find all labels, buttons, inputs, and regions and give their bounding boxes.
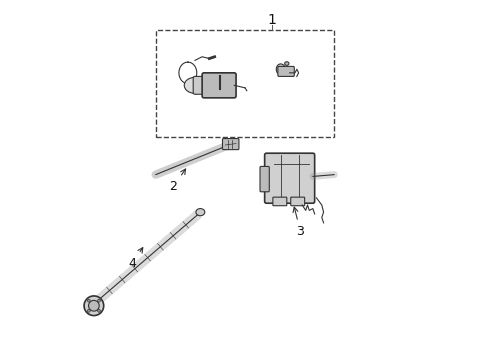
FancyBboxPatch shape xyxy=(278,66,294,76)
FancyBboxPatch shape xyxy=(222,139,239,150)
Circle shape xyxy=(98,309,100,312)
Circle shape xyxy=(98,299,100,302)
FancyBboxPatch shape xyxy=(291,197,305,206)
Text: 1: 1 xyxy=(268,13,276,27)
Ellipse shape xyxy=(196,208,205,216)
FancyBboxPatch shape xyxy=(202,73,236,98)
Ellipse shape xyxy=(285,62,289,65)
Circle shape xyxy=(87,309,90,312)
Ellipse shape xyxy=(184,77,206,93)
Text: 3: 3 xyxy=(293,207,304,238)
FancyBboxPatch shape xyxy=(265,153,315,203)
Text: 4: 4 xyxy=(128,248,143,270)
FancyBboxPatch shape xyxy=(193,76,222,94)
FancyBboxPatch shape xyxy=(273,197,287,206)
FancyBboxPatch shape xyxy=(260,166,270,192)
Ellipse shape xyxy=(84,296,104,316)
Text: 2: 2 xyxy=(170,169,186,193)
FancyBboxPatch shape xyxy=(156,30,334,137)
Circle shape xyxy=(87,299,90,302)
Ellipse shape xyxy=(89,300,99,311)
Ellipse shape xyxy=(276,64,285,75)
